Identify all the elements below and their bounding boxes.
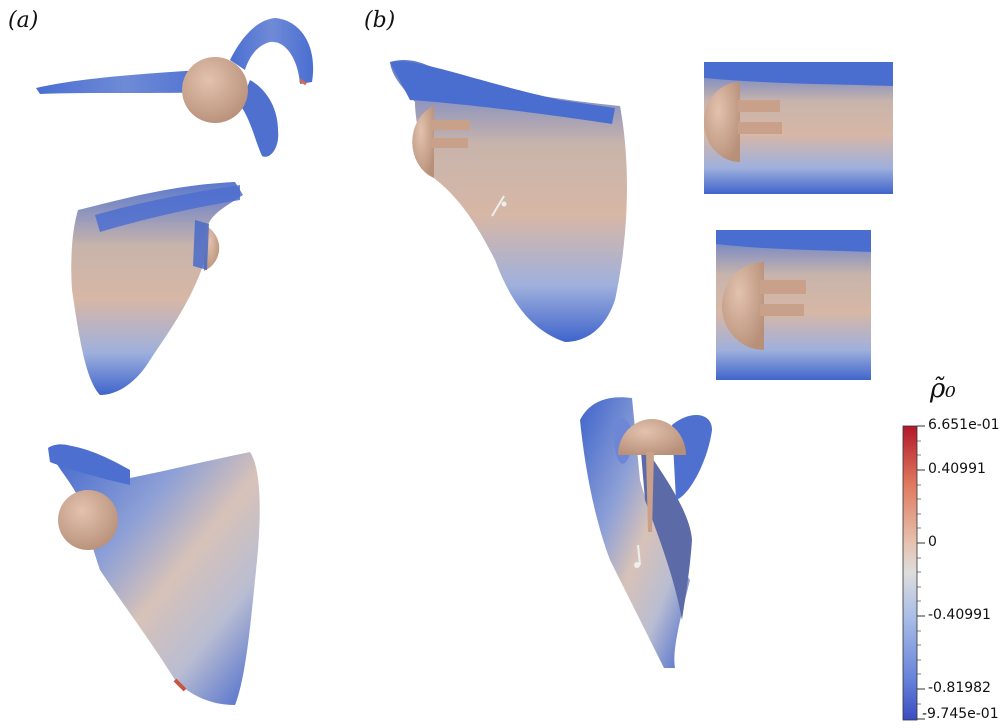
panel-a-top-view bbox=[36, 18, 314, 157]
panel-b-main-view bbox=[390, 59, 627, 343]
glenoid-implant-zoom-bottom bbox=[722, 262, 764, 350]
panel-label-a: (a) bbox=[8, 8, 39, 33]
colorbar-tick-label: -0.40991 bbox=[928, 607, 991, 623]
colorbar-tick-label: -9.745e-01 bbox=[922, 706, 999, 722]
glenoid-implant-b-main bbox=[412, 106, 434, 178]
humeral-head-a3 bbox=[58, 490, 118, 550]
colorbar-tick-label: 0.40991 bbox=[928, 461, 986, 477]
colorbar-title: ρ̃₀ bbox=[930, 374, 956, 404]
panel-a-bottom-view bbox=[48, 444, 260, 705]
colorbar-tick-label: 0 bbox=[928, 534, 937, 550]
panel-label-b: (b) bbox=[364, 8, 396, 33]
colorbar-tick-label: -0.81982 bbox=[928, 680, 991, 696]
glenoid-implant-lateral bbox=[618, 419, 686, 455]
panel-a-middle-view bbox=[71, 182, 243, 395]
humeral-head-a1 bbox=[182, 57, 248, 123]
glenoid-implant-zoom-top bbox=[704, 82, 740, 162]
colorbar-gradient bbox=[902, 425, 918, 721]
colorbar bbox=[902, 425, 925, 721]
colorbar-tick-label: 6.651e-01 bbox=[928, 417, 1000, 433]
panel-b-lateral-view bbox=[580, 397, 712, 668]
panel-b-zoom-bottom bbox=[716, 230, 871, 380]
panel-b-zoom-top bbox=[704, 62, 893, 194]
